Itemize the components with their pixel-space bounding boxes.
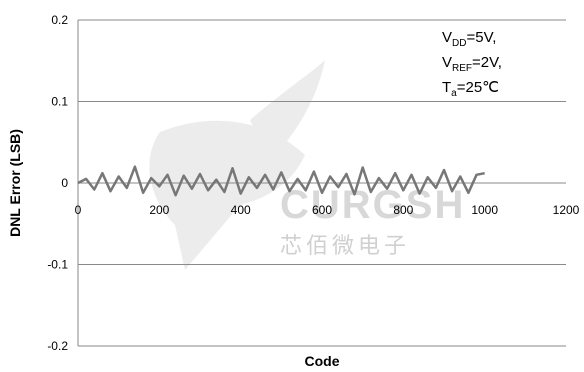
y-tick-label: -0.2: [47, 339, 68, 353]
condition-line: Ta=25℃: [442, 79, 499, 99]
x-tick-label: 600: [312, 203, 332, 217]
x-tick-label: 400: [231, 203, 251, 217]
y-tick-label: -0.1: [47, 258, 68, 272]
watermark-logo: CURGSH 芯佰微电子: [149, 60, 463, 270]
y-tick-label: 0.1: [51, 95, 68, 109]
x-tick-label: 200: [149, 203, 169, 217]
condition-line: VDD=5V,: [442, 29, 496, 49]
watermark-subtext: 芯佰微电子: [280, 234, 410, 259]
y-tick-label: 0.2: [51, 13, 68, 27]
x-tick-label: 1000: [471, 203, 498, 217]
conditions-annotation: VDD=5V, VREF=2V, Ta=25℃: [442, 29, 502, 99]
dnl-series-line: [77, 165, 485, 197]
x-tick-label: 800: [393, 203, 413, 217]
condition-line: VREF=2V,: [442, 54, 502, 74]
y-tick-label: 0: [61, 176, 68, 190]
x-tick-label: 1200: [553, 203, 580, 217]
x-axis-title: Code: [305, 353, 340, 369]
y-axis-title: DNL Error (LSB): [7, 129, 23, 237]
watermark-logo-shape: [149, 120, 305, 270]
x-tick-label: 0: [75, 203, 82, 217]
watermark-logo-wing: [250, 60, 325, 160]
